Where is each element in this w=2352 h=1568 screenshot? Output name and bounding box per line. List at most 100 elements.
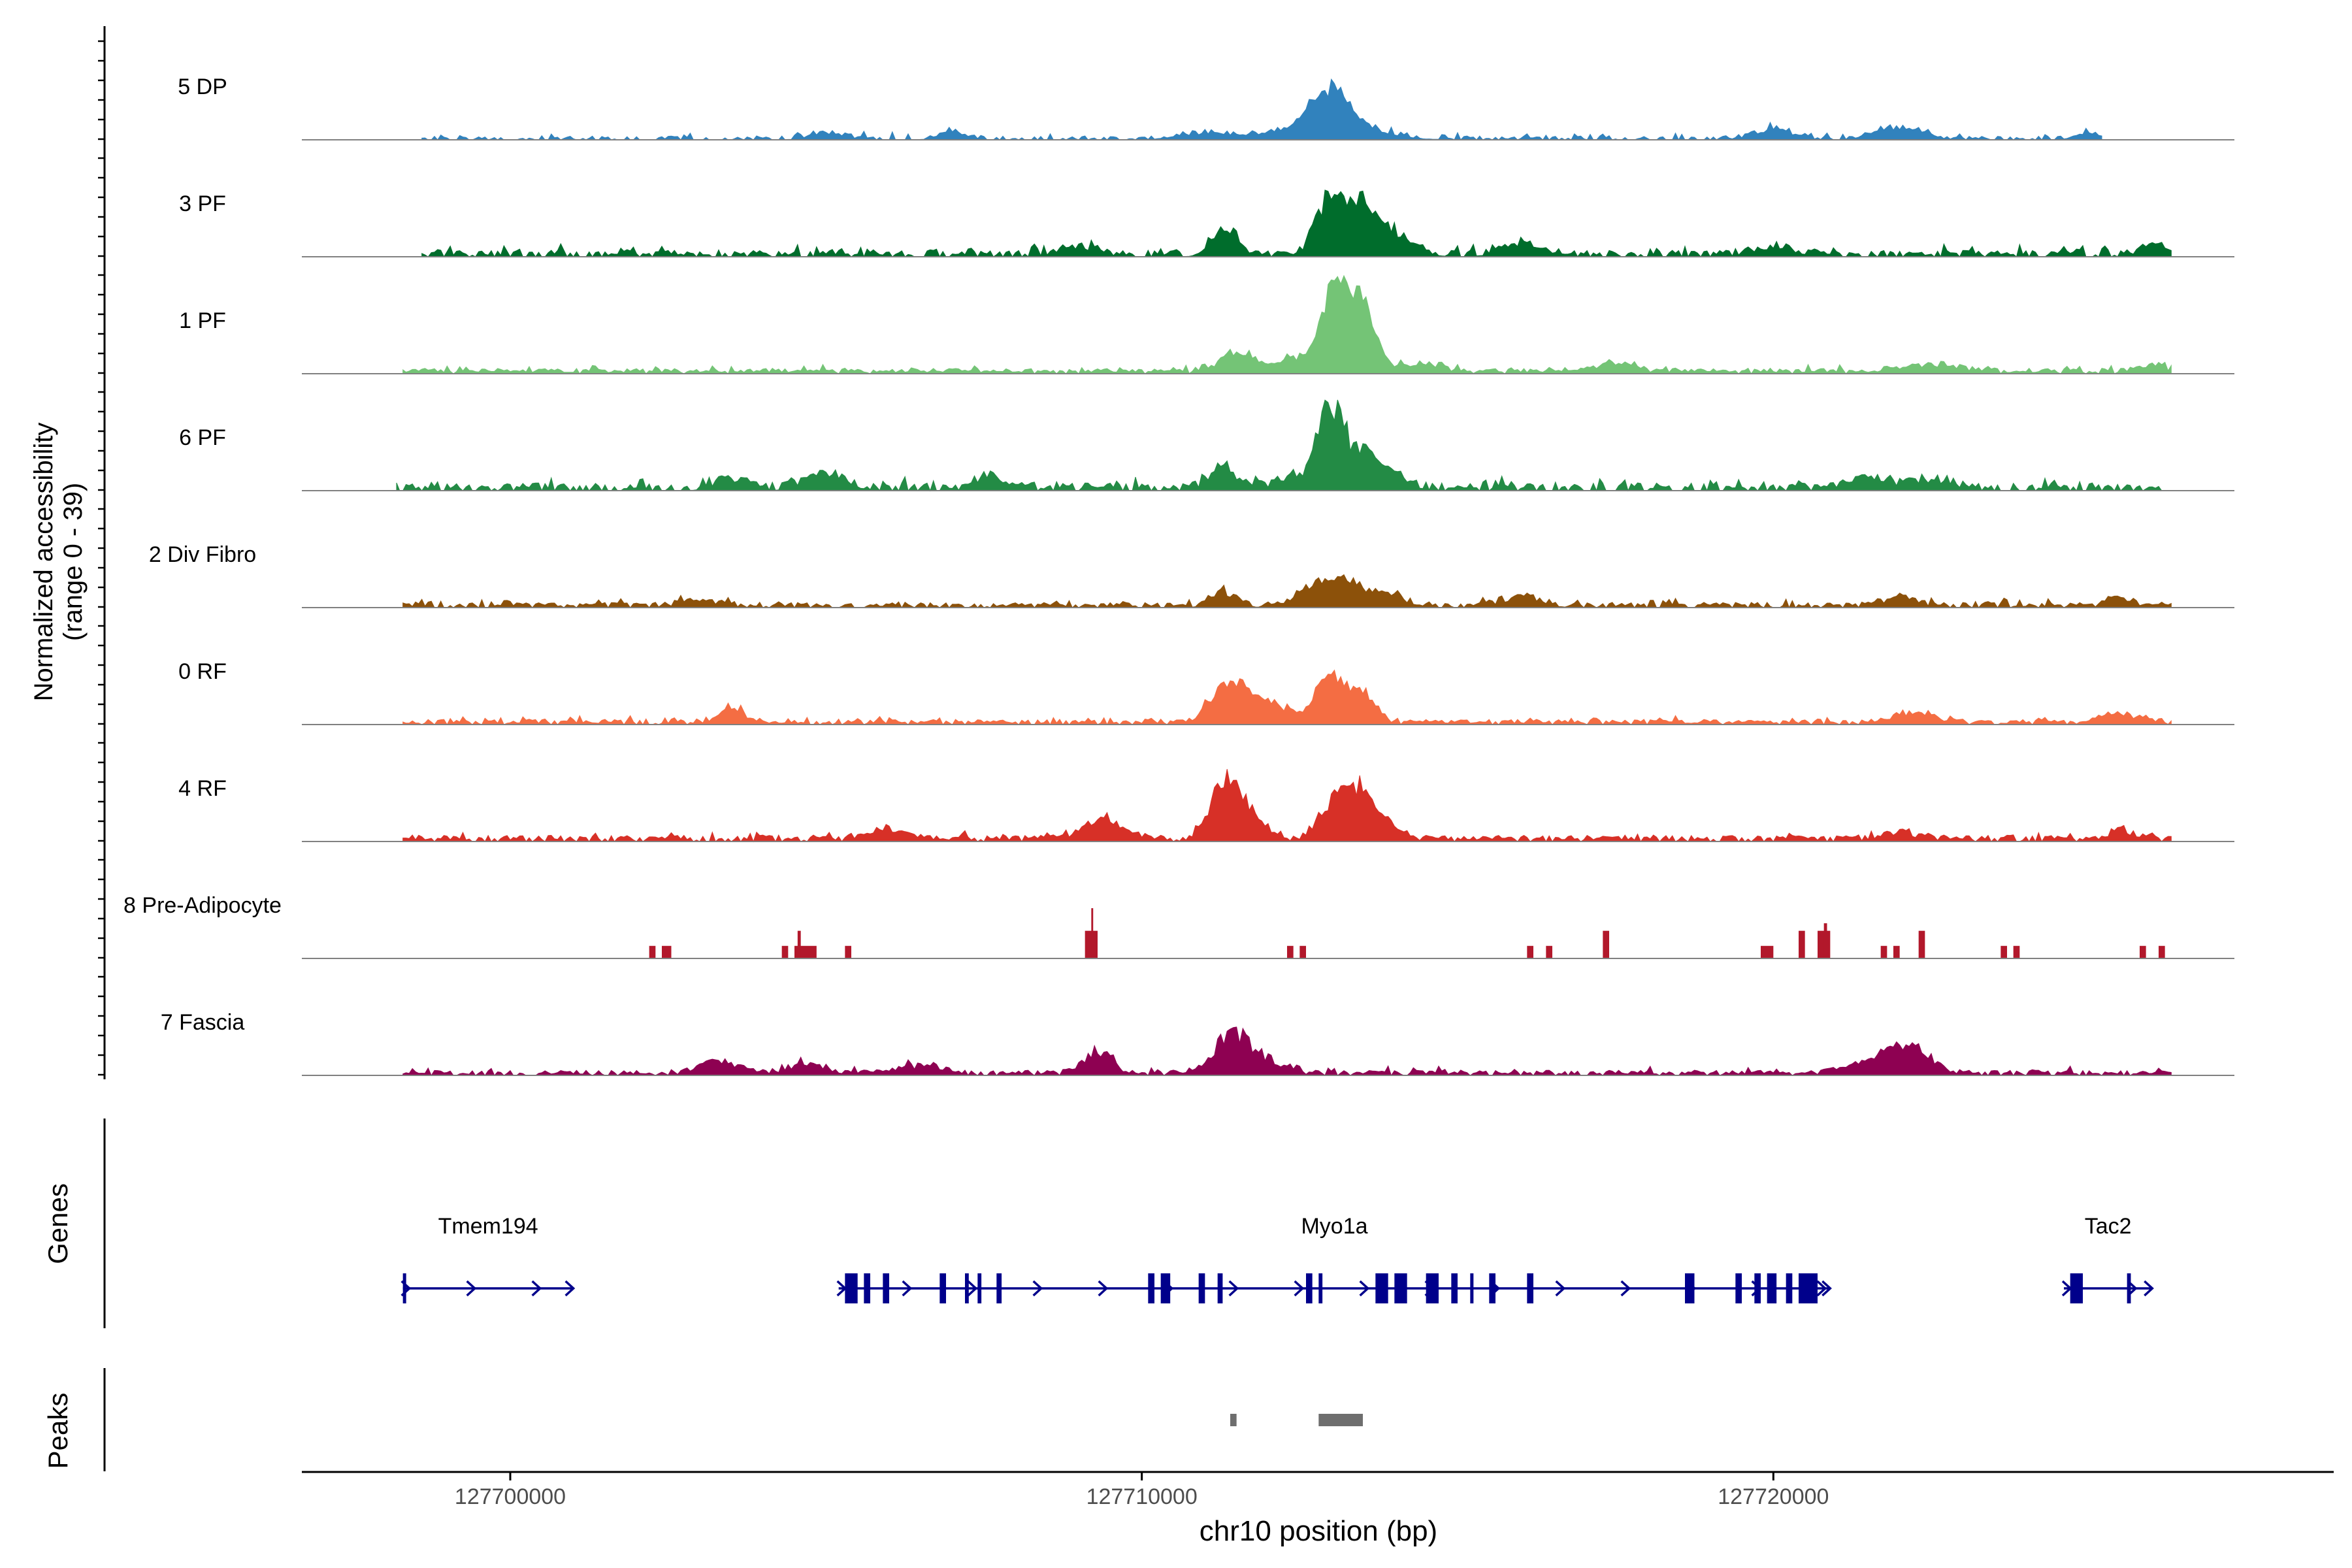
exon xyxy=(939,1273,946,1303)
coverage-area xyxy=(402,274,2172,374)
strand-arrow xyxy=(967,1280,978,1297)
exon xyxy=(965,1273,969,1303)
x-axis: 127700000 127710000 127720000 xyxy=(302,1471,2334,1509)
exon xyxy=(1470,1273,1474,1303)
accessibility-block xyxy=(781,945,789,958)
exon xyxy=(977,1273,982,1303)
exon xyxy=(402,1273,406,1303)
exon xyxy=(1318,1273,1323,1303)
accessibility-block xyxy=(1818,930,1831,958)
exon xyxy=(845,1273,858,1303)
coverage-tracks: 5 DP 3 PF 1 PF 6 PF 2 Div Fibro 0 RF 4 RF 8 Pre… xyxy=(123,74,2234,1077)
accessibility-block xyxy=(2140,945,2146,958)
track-label: 4 RF xyxy=(178,776,227,801)
x-axis-title: chr10 position (bp) xyxy=(1200,1515,1437,1547)
exon xyxy=(1160,1273,1171,1303)
y-axis-subtitle: (range 0 - 39) xyxy=(59,483,88,641)
exon xyxy=(1306,1273,1313,1303)
coverage-area xyxy=(402,669,2172,726)
exon xyxy=(1489,1273,1495,1303)
accessibility-block xyxy=(649,945,656,958)
exon xyxy=(1451,1273,1458,1303)
accessibility-block xyxy=(1287,945,1294,958)
accessibility-block xyxy=(1603,930,1609,958)
accessibility-block xyxy=(1761,945,1774,958)
track-6-pf: 6 PF xyxy=(179,399,2234,492)
track-1-pf: 1 PF xyxy=(179,274,2234,374)
gene-myo1a: Myo1a xyxy=(836,1214,1832,1303)
exon xyxy=(1375,1273,1388,1303)
accessibility-block xyxy=(1299,945,1306,958)
exon xyxy=(1786,1273,1793,1303)
strand-arrow xyxy=(1816,1280,1827,1297)
strand-arrow xyxy=(2144,1280,2154,1297)
accessibility-block xyxy=(662,945,672,958)
strand-arrow xyxy=(902,1280,913,1297)
gene-annotation-track: Tmem194 Myo1a Tac2 xyxy=(103,1119,2154,1328)
exon xyxy=(1685,1273,1695,1303)
accessibility-block xyxy=(1880,945,1887,958)
strand-arrow xyxy=(1555,1280,1566,1297)
exon xyxy=(864,1273,870,1303)
gene-tmem194: Tmem194 xyxy=(400,1214,576,1303)
coverage-area xyxy=(402,574,2172,609)
exon xyxy=(2127,1273,2131,1303)
coverage-area xyxy=(421,78,2102,141)
strand-arrow xyxy=(564,1280,576,1297)
track-0-rf: 0 RF xyxy=(178,659,2234,726)
exon xyxy=(1148,1273,1154,1303)
accessibility-block xyxy=(1546,945,1552,958)
track-4-rf: 4 RF xyxy=(178,769,2234,843)
left-y-axis xyxy=(98,26,106,1079)
accessibility-block xyxy=(2159,945,2165,958)
accessibility-block xyxy=(845,945,851,958)
peaks-track-title: Peaks xyxy=(42,1393,73,1469)
track-2-div-fibro: 2 Div Fibro xyxy=(149,542,2234,609)
strand-arrow xyxy=(1294,1280,1305,1297)
accessibility-block xyxy=(1918,930,1925,958)
track-label: 0 RF xyxy=(178,659,227,684)
peaks-track xyxy=(103,1368,1363,1471)
exon xyxy=(1426,1273,1439,1303)
accessibility-block xyxy=(1893,945,1900,958)
y-axis-title-group: Normalized accessibility (range 0 - 39) xyxy=(29,423,88,702)
track-7-fascia: 7 Fascia xyxy=(161,1010,2234,1077)
track-label: 1 PF xyxy=(179,308,226,333)
track-label: 2 Div Fibro xyxy=(149,542,256,567)
exon xyxy=(996,1273,1002,1303)
peak-region xyxy=(1230,1414,1237,1426)
exon xyxy=(1527,1273,1533,1303)
accessibility-block xyxy=(2001,945,2007,958)
exon xyxy=(1394,1273,1407,1303)
strand-arrow xyxy=(1098,1280,1109,1297)
x-tick-label: 127720000 xyxy=(1718,1484,1829,1509)
track-8-pre-adipocyte: 8 Pre-Adipocyte xyxy=(123,893,2234,959)
exon xyxy=(1799,1273,1818,1303)
track-label: 6 PF xyxy=(179,425,226,450)
gene-label: Tmem194 xyxy=(438,1214,538,1239)
coverage-area xyxy=(396,399,2172,492)
strand-arrow xyxy=(1620,1280,1631,1297)
gene-label: Myo1a xyxy=(1301,1214,1367,1239)
exon xyxy=(1767,1273,1777,1303)
accessibility-block xyxy=(1527,945,1533,958)
track-label: 7 Fascia xyxy=(161,1010,245,1035)
accessibility-block xyxy=(797,930,801,958)
track-5-dp: 5 DP xyxy=(178,74,2234,141)
exon xyxy=(1754,1273,1761,1303)
accessibility-block xyxy=(1823,923,1827,958)
strand-arrow xyxy=(466,1280,477,1297)
coverage-area xyxy=(402,1026,2172,1077)
gene-label: Tac2 xyxy=(2085,1214,2132,1239)
track-3-pf: 3 PF xyxy=(179,189,2234,258)
x-tick-label: 127710000 xyxy=(1086,1484,1198,1509)
track-label: 8 Pre-Adipocyte xyxy=(123,893,282,918)
x-tick-label: 127700000 xyxy=(455,1484,566,1509)
gene-tac2: Tac2 xyxy=(2061,1214,2154,1303)
strand-arrow xyxy=(1359,1280,1370,1297)
coverage-area xyxy=(402,769,2172,843)
exon xyxy=(1735,1273,1742,1303)
accessibility-block xyxy=(1799,930,1805,958)
peak-region xyxy=(1318,1414,1363,1426)
